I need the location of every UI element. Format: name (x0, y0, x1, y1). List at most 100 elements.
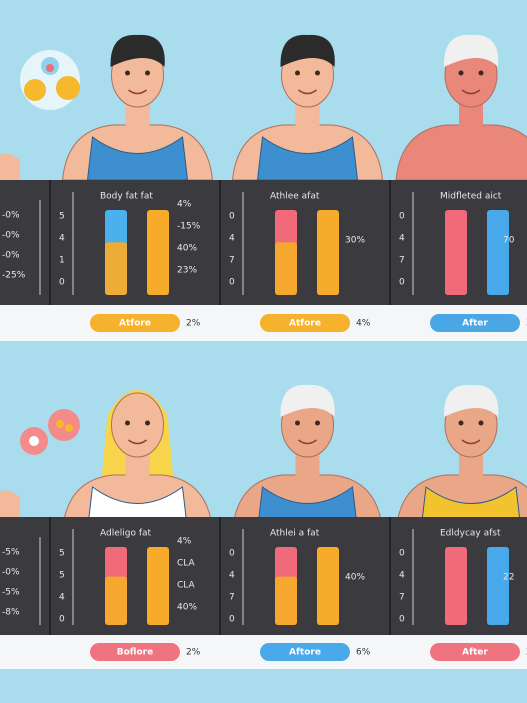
mouth (128, 89, 147, 95)
mouth (298, 89, 317, 95)
eye (478, 420, 484, 426)
person (395, 34, 527, 181)
pill-value: 4% (356, 319, 371, 329)
eye (458, 70, 464, 76)
bar-fill (487, 551, 509, 625)
pill (430, 314, 520, 332)
torso (0, 490, 20, 517)
eye (295, 70, 300, 76)
side-label: -25% (2, 271, 26, 281)
hair (280, 384, 335, 417)
bar-fill (275, 242, 297, 295)
bar-fill (487, 214, 509, 295)
axis-label: 0 (229, 212, 235, 222)
pill-label: Atfore (119, 319, 151, 329)
mouth (298, 439, 317, 445)
mouth (128, 439, 147, 445)
eye (145, 70, 150, 76)
eye (125, 70, 130, 76)
axis-label: 0 (399, 212, 405, 222)
side-label: -0% (2, 211, 20, 221)
torso (0, 153, 20, 180)
panel-title: Athlei a fat (270, 529, 320, 539)
bar-fill (317, 214, 339, 295)
axis-label: 0 (399, 615, 405, 625)
axis-label: 1 (59, 256, 65, 266)
person (231, 34, 384, 181)
axis-label: 5 (59, 212, 65, 222)
axis-label: 4 (399, 571, 405, 581)
side-label: -8% (2, 608, 20, 618)
hair (443, 34, 499, 67)
axis-label: 5 (59, 549, 65, 559)
axis-label: 7 (229, 593, 235, 603)
pill-label: After (462, 319, 488, 329)
pill-value: 6% (356, 648, 371, 658)
value-label: CLA (177, 559, 196, 569)
pill (90, 314, 180, 332)
eye (125, 420, 130, 426)
person (231, 384, 384, 531)
axis-label: 7 (229, 256, 235, 266)
molecule-icon (20, 50, 80, 110)
pill-label: Boflore (117, 648, 153, 658)
eye (315, 70, 320, 76)
value-label: -15% (177, 222, 201, 232)
axis-label: 0 (399, 278, 405, 288)
axis-label: 0 (229, 549, 235, 559)
value-label: 4% (177, 200, 192, 210)
mouth (461, 439, 481, 445)
axis-label: 0 (229, 278, 235, 288)
value-label: 40% (345, 573, 365, 583)
side-label: -0% (2, 251, 20, 261)
torso (395, 124, 527, 181)
panel (0, 517, 527, 635)
eye (478, 70, 484, 76)
side-label: -5% (2, 548, 20, 558)
side-label: -5% (2, 588, 20, 598)
pill-label: Atfore (289, 319, 321, 329)
side-label: -0% (2, 568, 20, 578)
pill (430, 643, 520, 661)
bar-fill (445, 214, 467, 295)
axis-label: 7 (399, 256, 405, 266)
axis-label: 4 (229, 571, 235, 581)
pill-value: 2% (186, 319, 201, 329)
pill-label: After (462, 648, 488, 658)
pill (260, 314, 350, 332)
eye (145, 420, 150, 426)
head (111, 392, 164, 458)
axis-label: 4 (399, 234, 405, 244)
eye (458, 420, 464, 426)
side-label: -0% (2, 231, 20, 241)
panel-title: Adleligo fat (100, 529, 152, 539)
mouth (461, 89, 481, 95)
molecule-icon (20, 409, 80, 455)
axis-label: 7 (399, 593, 405, 603)
value-label: 30% (345, 236, 365, 246)
pill-label: Aftore (289, 648, 321, 658)
value-label: 23% (177, 266, 197, 276)
bar-fill (275, 576, 297, 625)
axis-label: 0 (59, 615, 65, 625)
value-label: 40% (177, 603, 197, 613)
panel-title: Midfleted aict (440, 192, 502, 202)
panel (0, 180, 527, 305)
axis-label: 5 (59, 571, 65, 581)
panel-title: Athlee afat (270, 192, 320, 202)
bar-fill (105, 242, 127, 295)
pill-value: 2% (186, 648, 201, 658)
axis-label: 0 (229, 615, 235, 625)
axis-label: 0 (59, 278, 65, 288)
pill (260, 643, 350, 661)
bar-fill (147, 214, 169, 295)
eye (295, 420, 300, 426)
bar-fill (105, 576, 127, 625)
bar-fill (317, 551, 339, 625)
panel-title: Edldycay afst (440, 529, 501, 539)
axis-label: 0 (399, 549, 405, 559)
pill (90, 643, 180, 661)
hair (110, 34, 165, 67)
bar-fill (147, 551, 169, 625)
